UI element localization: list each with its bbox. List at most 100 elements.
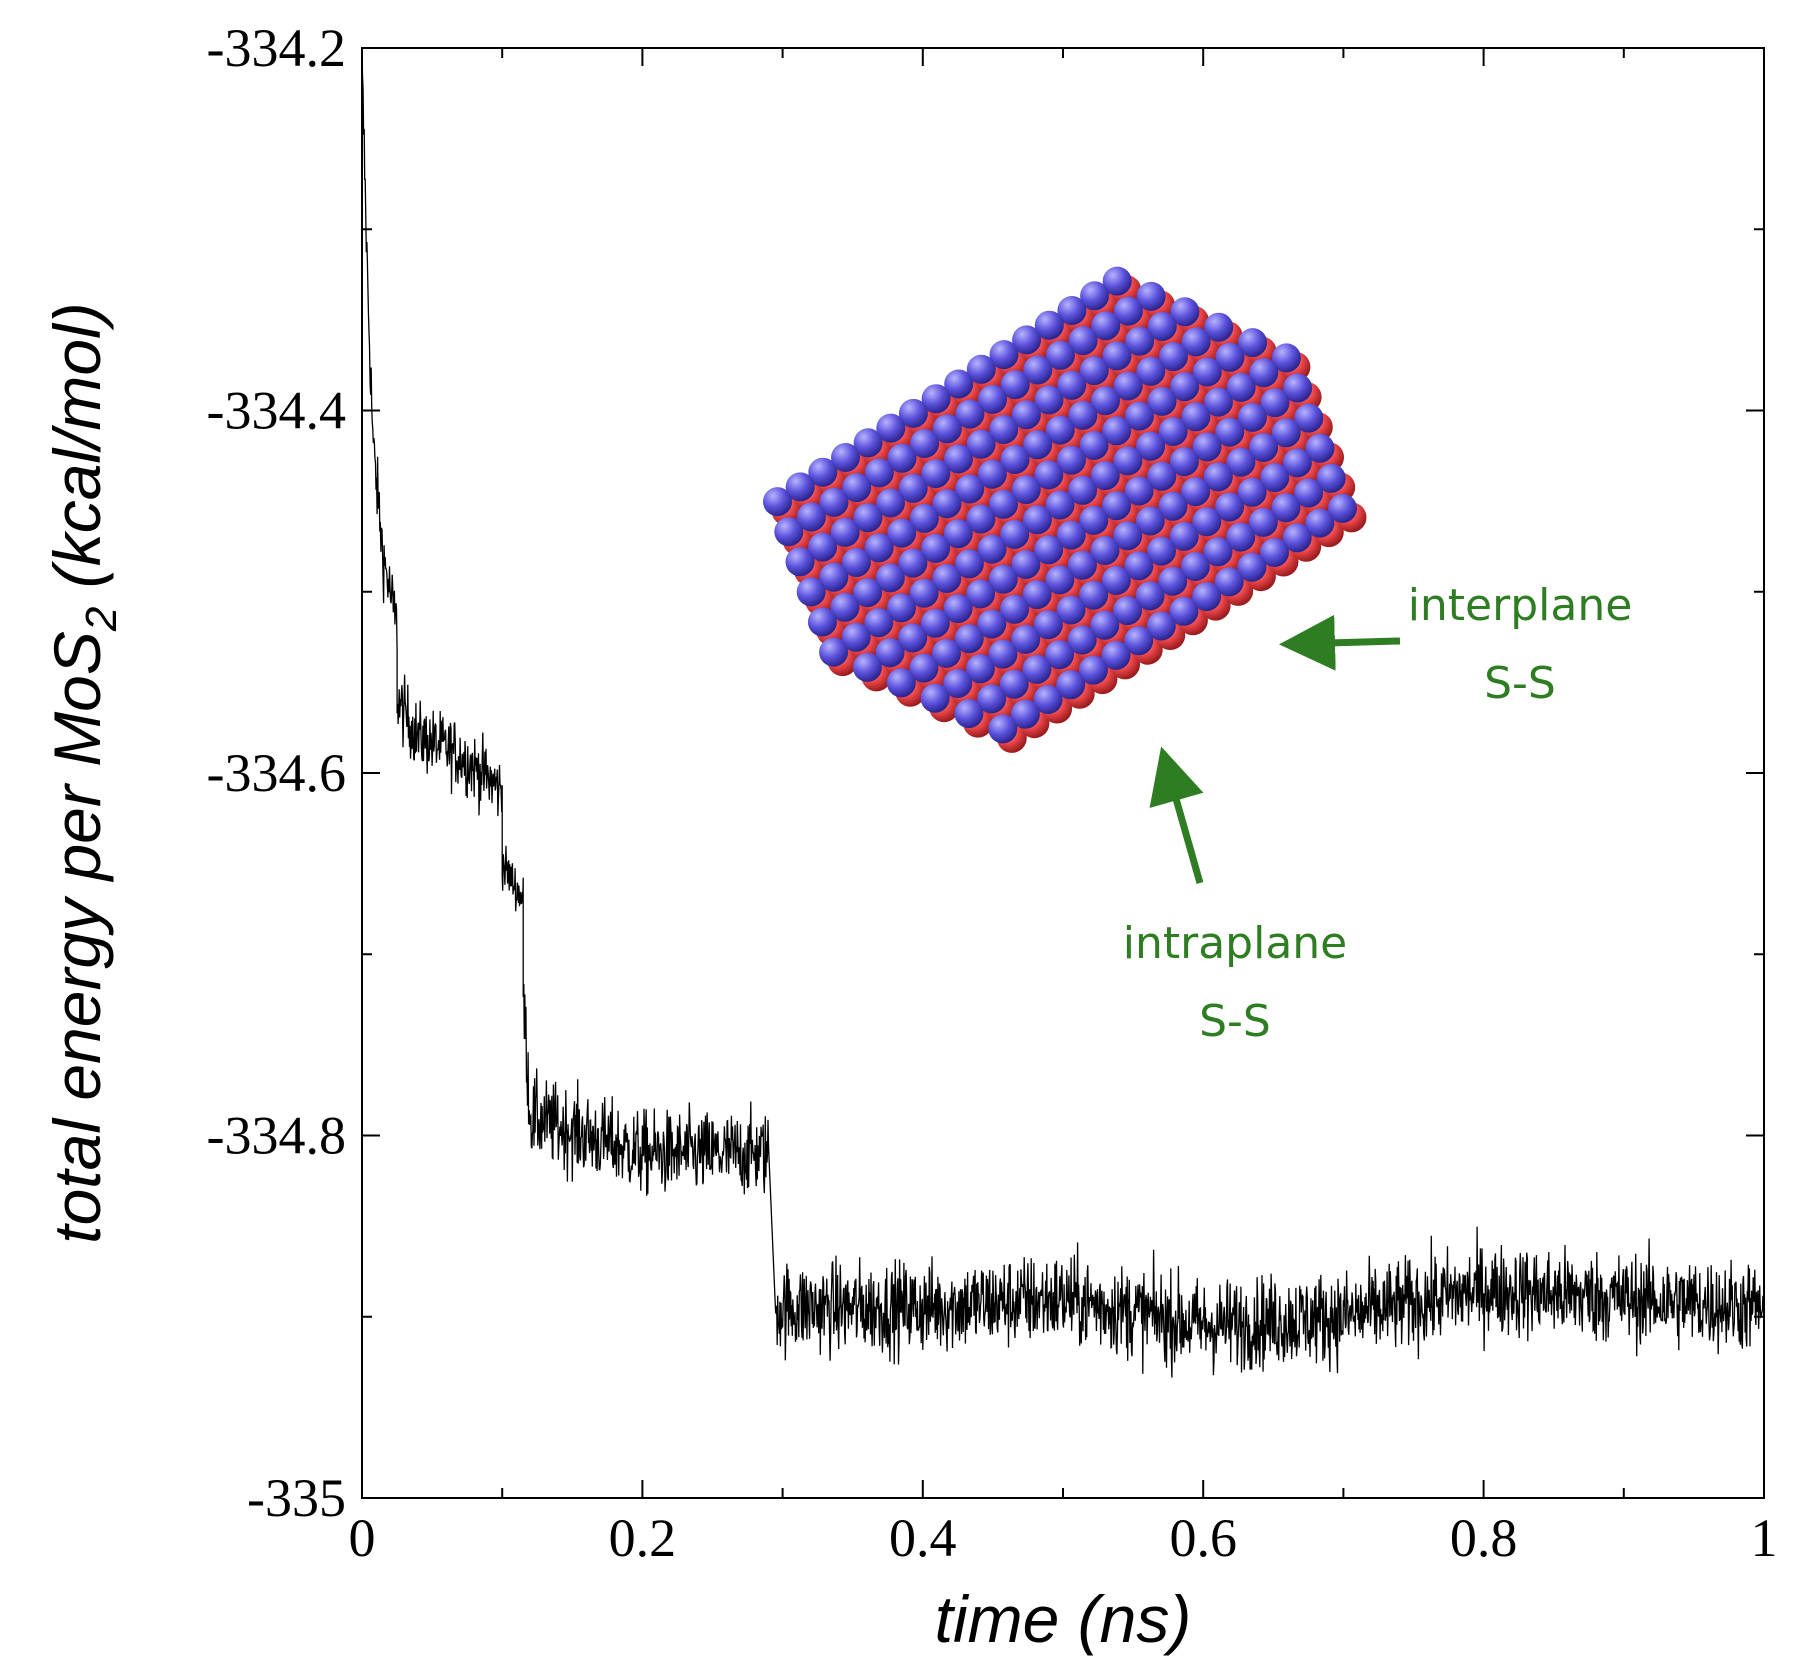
s-atom [944,369,974,399]
y-tick-label: -335 [247,1468,346,1528]
s-atom [966,429,996,459]
s-atom [1090,610,1120,640]
s-atom [807,607,837,637]
s-atom [1260,463,1290,493]
s-atom [1158,491,1188,521]
s-atom [966,579,996,609]
s-atom [1226,447,1256,477]
x-tick-label: 0.8 [1450,1508,1518,1568]
s-atom [887,593,916,623]
s-atom [1215,492,1244,522]
s-atom [1124,476,1154,506]
s-atom [1102,416,1132,446]
s-atom [1033,610,1063,640]
s-atom [1090,536,1120,565]
axis-ticks [361,47,1765,1499]
y-tick-label: -334.8 [207,1106,346,1166]
s-atom [774,517,804,547]
s-atom [1113,521,1143,551]
s-atom [1102,266,1132,296]
s-atom [1305,508,1335,538]
s-atom [1012,325,1042,355]
s-atom [978,384,1007,414]
s-atom [989,415,1019,444]
s-atom [819,562,849,592]
s-atom [909,578,939,608]
s-atom [1000,594,1029,624]
s-atom [944,444,973,474]
s-atom [989,489,1018,519]
s-atom [909,653,939,683]
s-atom [1237,552,1267,582]
s-atom [1010,699,1040,729]
s-atom [920,608,950,638]
s-atom [932,564,962,593]
s-atom [785,547,815,577]
s-atom [1022,580,1052,610]
s-atom [1135,506,1165,536]
s-atom [1056,595,1086,625]
s-atom [955,399,985,429]
s-atom [898,473,928,503]
s-atom [1068,326,1098,356]
s-atom [920,683,950,713]
s-atom [977,534,1007,564]
s-atom [808,457,838,487]
s-atom [1078,655,1108,685]
s-atom [1271,493,1301,523]
x-tick-label: 0.6 [1169,1508,1237,1568]
s-atom [977,684,1007,714]
s-atom [1226,522,1256,552]
s-atom [1045,415,1075,445]
s-atom [1215,417,1245,447]
s-atom [966,504,996,534]
s-atom [853,428,883,458]
s-atom [1180,552,1210,581]
s-atom [1181,402,1211,432]
s-atom [1022,505,1052,535]
s-atom [1113,596,1142,626]
s-atom [1113,446,1143,476]
s-atom [1011,624,1041,654]
s-atom [1214,567,1244,597]
s-atom [943,594,973,624]
s-atom [988,714,1018,744]
s-atom [1158,417,1188,446]
s-atom [1101,640,1131,670]
s-atom [1271,418,1301,448]
s-atom [1271,343,1301,373]
s-atom [1091,386,1120,416]
s-atom [831,443,860,472]
s-atom [1170,372,1200,402]
s-atom [1023,430,1053,460]
s-atom [1102,341,1132,371]
s-atom [954,624,984,654]
s-atom [921,533,951,563]
s-atom [1011,475,1041,505]
s-atom [864,458,894,488]
s-atom [1090,461,1120,491]
s-atom [955,474,985,504]
s-atom [999,669,1029,699]
s-atom [1101,566,1131,595]
s-atom [1022,654,1052,684]
s-atom [1057,370,1087,400]
s-atom [796,577,826,607]
s-atom [898,548,928,578]
s-atom [1249,433,1279,462]
s-atom [819,487,849,517]
s-atom [841,548,871,577]
s-atom [841,622,871,652]
s-atom [1249,358,1279,388]
s-atom [1260,388,1290,418]
x-axis-title: time (ns) [935,1582,1192,1656]
s-atom [966,354,996,384]
s-atom [1248,507,1278,537]
s-atom [1192,507,1222,537]
s-atom [1125,326,1155,356]
s-atom [1067,550,1097,580]
s-atom [1282,523,1312,553]
s-atom [1080,281,1110,311]
s-atom [1147,386,1177,416]
